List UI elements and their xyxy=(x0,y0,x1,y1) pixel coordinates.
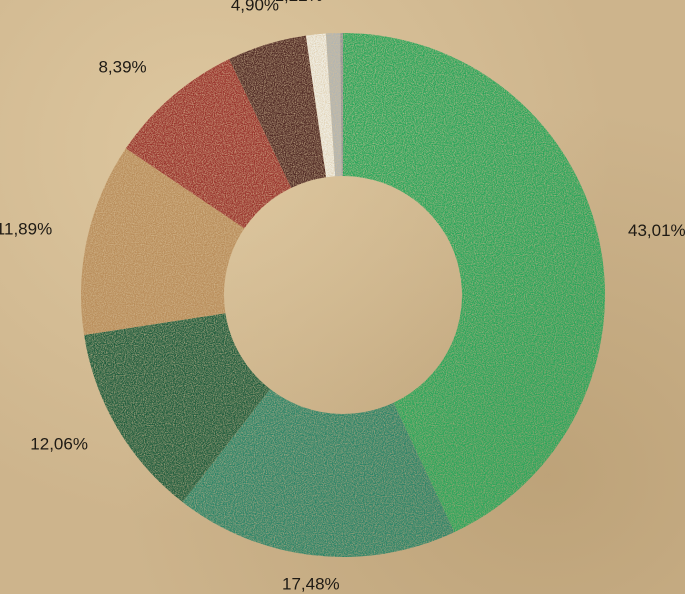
donut-slice-3 xyxy=(84,313,271,503)
donut-slice-6 xyxy=(229,35,327,188)
donut-slice-9 xyxy=(340,33,343,177)
donut-slice-7 xyxy=(305,33,336,178)
donut-slice-2 xyxy=(182,389,455,557)
donut-slice-8 xyxy=(325,33,342,177)
slice-label-3: 12,06% xyxy=(30,435,88,454)
donut-slice-4 xyxy=(80,148,245,336)
slice-label-7: 1,22% xyxy=(275,0,323,5)
slice-label-4: 11,89% xyxy=(0,219,52,238)
slice-label-2: 17,48% xyxy=(282,575,340,594)
donut-slice-1 xyxy=(343,33,606,533)
donut-slice-5 xyxy=(125,59,292,229)
slice-label-6: 4,90% xyxy=(231,0,279,15)
slice-label-1: 43,01% xyxy=(628,221,685,240)
slice-label-5: 8,39% xyxy=(98,58,146,77)
